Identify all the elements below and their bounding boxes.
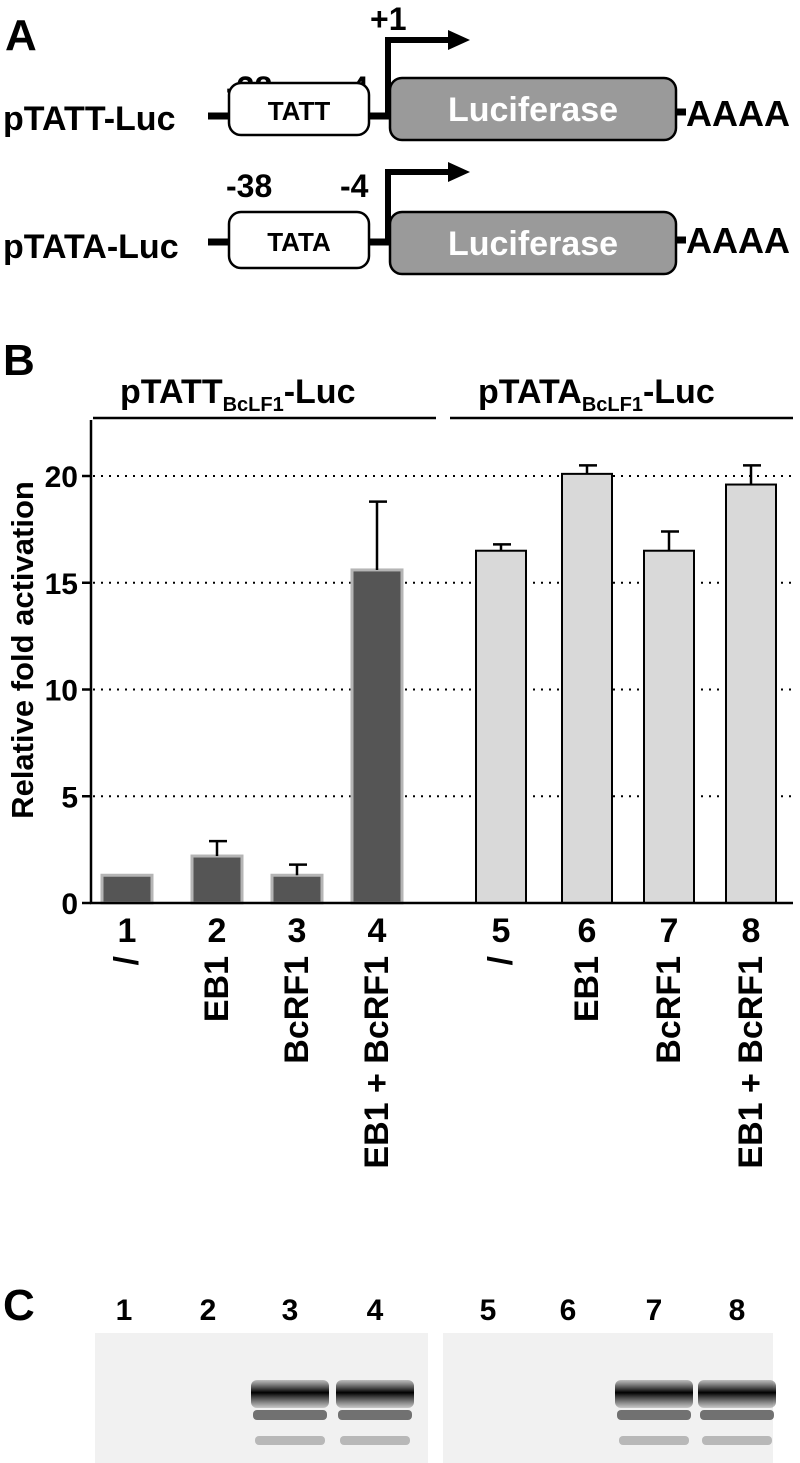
construct-name: pTATA-Luc <box>3 228 179 266</box>
protein-band-lower <box>338 1410 412 1420</box>
condition-label: BcRF1 <box>650 956 688 1064</box>
blot-lane-label: 1 <box>116 1294 133 1327</box>
bars <box>100 464 777 905</box>
y-axis-ticks: 0 5 10 15 20 <box>45 461 91 921</box>
bar-8 <box>725 483 777 904</box>
y-tick-label: 0 <box>61 888 78 921</box>
arrow-head-icon <box>448 162 470 182</box>
condition-label: EB1 <box>568 956 606 1022</box>
protein-band <box>698 1380 776 1408</box>
y-tick-label: 5 <box>61 781 78 814</box>
condition-label: EB1 <box>198 956 236 1022</box>
blot-lane-label: 4 <box>367 1294 384 1327</box>
lane-number-label: 6 <box>578 912 597 950</box>
gene-label: Luciferase <box>448 91 618 129</box>
y-tick-label: 15 <box>45 568 78 601</box>
bar-2 <box>190 854 244 905</box>
blot-lane-label: 2 <box>200 1294 217 1327</box>
protein-band <box>336 1380 414 1408</box>
tss-label: +1 <box>370 1 406 37</box>
lane-number-label: 8 <box>742 912 761 950</box>
blot-lane-label: 3 <box>282 1294 299 1327</box>
protein-band-lower <box>253 1410 327 1420</box>
bar-3 <box>270 873 324 905</box>
x-axis-labels: 1 / 2 EB1 3 BcRF1 4 EB1 + BcRF1 5 / 6 EB1 7 BcRF1 8 EB1… <box>108 912 770 1169</box>
arrow-head-icon <box>448 30 470 50</box>
condition-label: EB1 + BcRF1 <box>732 956 770 1169</box>
panel-b-label: B <box>3 336 35 385</box>
western-blot <box>95 1333 776 1463</box>
bar-7 <box>643 549 695 904</box>
protein-band-faint <box>340 1436 410 1445</box>
condition-label: EB1 + BcRF1 <box>358 956 396 1169</box>
bar-6 <box>561 472 613 904</box>
protein-band-faint <box>255 1436 325 1445</box>
blot-lane-label: 7 <box>646 1294 663 1327</box>
lane-number-label: 4 <box>368 912 387 950</box>
protein-band-lower <box>617 1410 691 1420</box>
construct-name: pTATT-Luc <box>3 100 175 138</box>
end-position: -4 <box>340 168 369 204</box>
protein-band-lower <box>700 1410 774 1420</box>
condition-label: / <box>108 955 146 965</box>
panel-c-label: C <box>3 1281 35 1330</box>
bar-4 <box>350 568 404 905</box>
protein-band <box>251 1380 329 1408</box>
lane-number-label: 3 <box>288 912 307 950</box>
lane-number-label: 7 <box>660 912 679 950</box>
bar-1 <box>100 873 154 905</box>
protein-band-faint <box>619 1436 689 1445</box>
bar-5 <box>475 549 527 904</box>
tss-arrow <box>385 169 450 242</box>
lane-number-label: 2 <box>208 912 227 950</box>
tss-arrow <box>385 37 450 116</box>
y-axis-title: Relative fold activation <box>5 481 40 819</box>
box-label: TATA <box>267 227 331 257</box>
gene-label: Luciferase <box>448 225 618 263</box>
polya-tail: AAAA <box>686 220 790 261</box>
blot-lane-label: 5 <box>480 1294 497 1327</box>
group-label-pTATA: pTATABcLF1-Luc <box>478 373 715 416</box>
tatt-box <box>227 81 371 137</box>
lane-number-label: 5 <box>492 912 511 950</box>
protein-band <box>615 1380 693 1408</box>
blot-lane-label: 8 <box>729 1294 746 1327</box>
condition-label: / <box>482 955 520 965</box>
start-position: -38 <box>226 168 272 204</box>
construct-pTATA-Luc: pTATA-Luc -38 -4 TATA Luciferase AAAA <box>3 162 790 276</box>
polya-tail: AAAA <box>686 93 790 134</box>
y-tick-label: 10 <box>45 675 78 708</box>
condition-label: BcRF1 <box>278 956 316 1064</box>
y-tick-label: 20 <box>45 461 78 494</box>
blot-lane-label: 6 <box>560 1294 577 1327</box>
lane-number-label: 1 <box>118 912 137 950</box>
panel-a-label: A <box>5 11 37 60</box>
protein-band-faint <box>702 1436 772 1445</box>
group-label-pTATT: pTATTBcLF1-Luc <box>120 373 356 416</box>
construct-pTATT-Luc: pTATT-Luc -38 -4 +1 TATT Luciferase AAAA <box>3 1 790 142</box>
blot-lane-labels: 1 2 3 4 5 6 7 8 <box>116 1294 746 1327</box>
box-label: TATT <box>268 96 331 126</box>
